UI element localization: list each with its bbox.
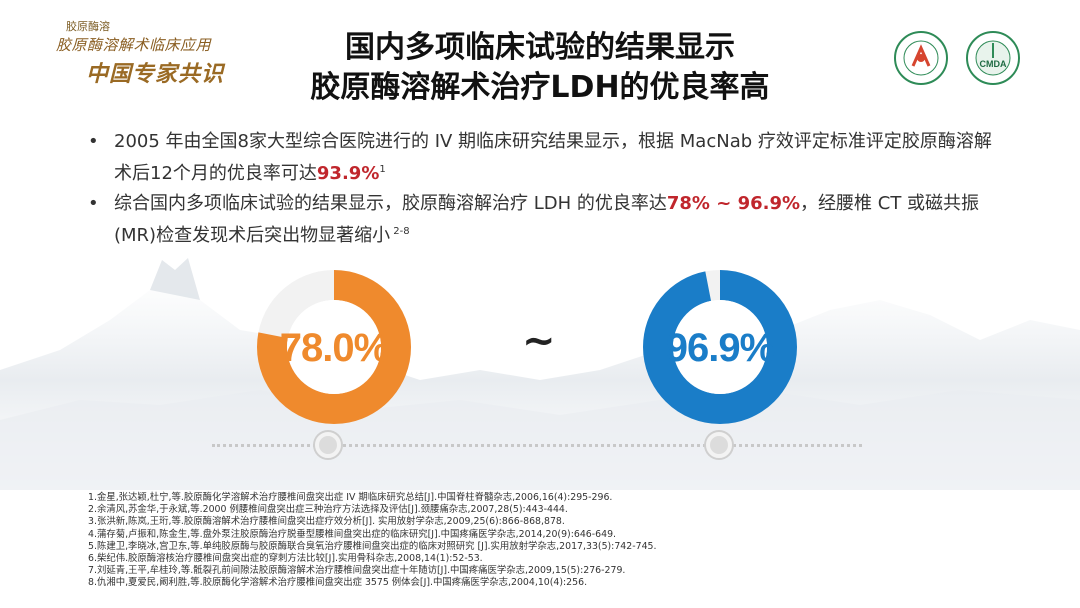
bullet-highlight: 93.9%	[316, 163, 380, 184]
cmda-emblem-text: CMDA	[980, 59, 1007, 69]
bullet-text-after: ，经腰椎 CT 或磁共振(MR)检查发现术后突出物显著缩小	[114, 193, 980, 246]
timeline-knob	[315, 432, 341, 458]
chinese-medical-association-emblem	[894, 31, 948, 85]
logo-line2: 中国专家共识	[86, 61, 225, 87]
range-separator: ~	[522, 318, 556, 364]
ring-center	[287, 300, 381, 394]
bullet-citation: 2-8	[390, 226, 410, 237]
background-landscape	[0, 258, 1080, 490]
bullet-item: • 综合国内多项临床试验的结果显示，胶原酶溶解治疗 LDH 的优良率达78% ~ …	[88, 190, 1008, 250]
ring-center	[673, 300, 767, 394]
slide-title: 国内多项临床试验的结果显示 胶原酶溶解术治疗LDH的优良率高	[250, 28, 830, 108]
bullet-list: • 2005 年由全国8家大型综合医院进行的 IV 期临床研究结果显示，根据 Ma…	[88, 128, 1008, 252]
bullet-citation: 1	[379, 164, 386, 175]
reference-item: 7.刘延青,王平,牟桂玲,等.骶裂孔前间隙法胶原酶溶解术治疗腰椎间盘突出症十年随…	[88, 565, 626, 577]
ring-arc	[643, 270, 797, 424]
ring-label: 96.9%	[665, 326, 775, 370]
reference-list: 1.金星,张达颖,杜宁,等.胶原酶化学溶解术治疗腰椎间盘突出症 IV 期临床研究…	[88, 492, 988, 590]
bullet-text: 2005 年由全国8家大型综合医院进行的 IV 期临床研究结果显示，根据 Mac…	[114, 131, 992, 184]
consensus-logo: 胶原酶溶 胶原酶溶解术临床应用 中国专家共识	[52, 18, 225, 96]
timeline-dotted-line	[212, 444, 862, 447]
reference-item: 2.余清风,苏金华,于永斌,等.2000 例腰椎间盘突出症三种治疗方法选择及评估…	[88, 504, 568, 516]
reference-item: 8.仇湘中,夏爱民,阚利胜,等.胶原酶化学溶解术治疗腰椎间盘突出症 3575 例…	[88, 577, 588, 589]
bullet-item: • 2005 年由全国8家大型综合医院进行的 IV 期临床研究结果显示，根据 Ma…	[88, 128, 1008, 188]
ring-arc	[257, 270, 411, 424]
reference-item: 3.张洪新,陈岚,王珩,等.胶原酶溶解术治疗腰椎间盘突出症疗效分析[J]. 实用…	[88, 516, 565, 528]
reference-item: 1.金星,张达颖,杜宁,等.胶原酶化学溶解术治疗腰椎间盘突出症 IV 期临床研究…	[88, 492, 613, 503]
logo-small-text: 胶原酶溶	[66, 20, 110, 33]
ring-label: 78.0%	[279, 326, 389, 370]
timeline-knob	[706, 432, 732, 458]
reference-item: 4.蒲存菊,卢振和,陈金生,等.盘外泵注胶原酶治疗脱垂型腰椎间盘突出症的临床研究…	[88, 528, 617, 540]
title-line1: 国内多项临床试验的结果显示	[345, 30, 735, 65]
ring-svg	[643, 270, 797, 424]
reference-item: 5.陈建卫,李晓冰,宫卫东,等.单纯胶原酶与胶原酶联合臭氧治疗腰椎间盘突出症的临…	[88, 540, 657, 552]
cmda-emblem: CMDA	[966, 31, 1020, 85]
rate-ring-orange: 78.0%	[255, 268, 413, 426]
reference-item: 6.柴纪伟.胶原酶溶核治疗腰椎间盘突出症的穿刺方法比较[J].实用骨科杂志,20…	[88, 553, 483, 565]
bullet-highlight: 78% ~ 96.9%	[666, 193, 801, 214]
ring-svg	[257, 270, 411, 424]
bullet-dot: •	[88, 193, 99, 214]
bullet-text: 综合国内多项临床试验的结果显示，胶原酶溶解治疗 LDH 的优良率达	[114, 193, 667, 214]
title-line2: 胶原酶溶解术治疗LDH的优良率高	[310, 70, 770, 105]
bullet-dot: •	[88, 131, 99, 152]
logo-line1: 胶原酶溶解术临床应用	[56, 36, 212, 54]
rate-ring-blue: 96.9%	[641, 268, 799, 426]
